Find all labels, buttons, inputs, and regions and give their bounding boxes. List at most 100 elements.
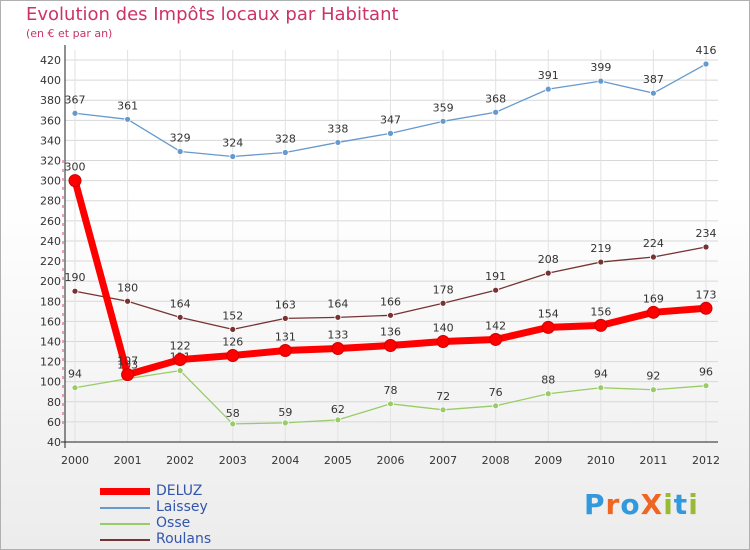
chart-subtitle: (en € et par an) (26, 27, 113, 40)
data-label-osse: 72 (436, 390, 450, 403)
data-label-deluz: 133 (327, 329, 348, 342)
data-label-osse: 92 (646, 370, 660, 383)
y-tick-label: 340 (40, 134, 61, 147)
data-point-roulans (597, 258, 605, 266)
x-tick-label: 2001 (114, 454, 142, 467)
data-point-osse (597, 384, 605, 392)
data-point-deluz (699, 301, 713, 315)
data-label-deluz: 136 (380, 325, 401, 338)
data-point-roulans (176, 313, 184, 321)
data-point-laissey (439, 117, 447, 125)
data-label-osse: 62 (331, 403, 345, 416)
x-tick-label: 2003 (219, 454, 247, 467)
data-label-laissey: 361 (117, 99, 138, 112)
data-point-laissey (229, 153, 237, 160)
data-label-deluz: 122 (170, 340, 191, 353)
legend-swatch (100, 488, 150, 495)
data-point-deluz (541, 320, 555, 334)
y-tick-label: 160 (40, 315, 61, 328)
legend-swatch (100, 539, 150, 541)
data-label-osse: 88 (541, 374, 555, 387)
data-point-laissey (544, 85, 552, 93)
data-label-laissey: 368 (485, 92, 506, 105)
x-tick-label: 2009 (534, 454, 562, 467)
data-point-deluz (436, 334, 450, 348)
data-label-laissey: 399 (590, 61, 611, 74)
data-point-deluz (594, 318, 608, 332)
data-label-deluz: 169 (643, 292, 664, 305)
data-point-deluz (173, 353, 187, 367)
data-label-osse: 59 (278, 406, 292, 419)
legend-item-laissey: Laissey (100, 499, 300, 517)
y-tick-label: 140 (40, 335, 61, 348)
data-label-osse: 96 (699, 366, 713, 379)
legend-label: Laissey (156, 499, 208, 515)
x-tick-label: 2010 (587, 454, 615, 467)
data-label-deluz: 142 (485, 319, 506, 332)
data-point-deluz (278, 344, 292, 358)
data-label-laissey: 338 (327, 122, 348, 135)
y-tick-label: 280 (40, 195, 61, 208)
data-label-roulans: 234 (696, 227, 717, 240)
legend-label: DELUZ (156, 483, 203, 499)
x-tick-label: 2008 (482, 454, 510, 467)
data-point-laissey (71, 109, 79, 117)
data-label-roulans: 219 (590, 242, 611, 255)
data-point-osse (229, 420, 237, 428)
x-tick-label: 2006 (377, 454, 405, 467)
data-label-laissey: 387 (643, 73, 664, 86)
data-point-roulans (492, 286, 500, 294)
data-point-osse (702, 382, 710, 390)
y-tick-label: 320 (40, 155, 61, 168)
data-label-deluz: 300 (65, 161, 86, 174)
y-tick-label: 40 (47, 436, 61, 449)
x-tick-label: 2007 (429, 454, 457, 467)
data-point-roulans (439, 299, 447, 307)
data-point-deluz (121, 368, 135, 382)
y-tick-label: 380 (40, 94, 61, 107)
data-label-deluz: 156 (590, 305, 611, 318)
y-tick-label: 80 (47, 396, 61, 409)
data-point-laissey (334, 139, 342, 146)
y-tick-label: 360 (40, 114, 61, 127)
data-label-roulans: 164 (327, 297, 348, 310)
chart-title: Evolution des Impôts locaux par Habitant (26, 4, 399, 25)
data-label-deluz: 140 (433, 321, 454, 334)
proxiti-logo: ProXiti (584, 488, 699, 521)
data-point-osse (387, 400, 394, 408)
data-point-laissey (702, 60, 710, 68)
data-point-roulans (387, 311, 394, 319)
y-tick-label: 120 (40, 356, 61, 369)
legend-item-deluz: DELUZ (100, 483, 300, 501)
data-point-laissey (281, 149, 289, 156)
data-label-osse: 58 (226, 407, 240, 420)
x-tick-label: 2004 (271, 454, 299, 467)
x-tick-label: 2012 (692, 454, 720, 467)
data-point-osse (71, 384, 79, 392)
data-point-roulans (124, 297, 131, 305)
data-point-roulans (71, 287, 79, 295)
data-label-laissey: 416 (696, 44, 717, 57)
data-label-roulans: 208 (538, 253, 559, 266)
data-label-laissey: 324 (222, 137, 243, 150)
data-point-deluz (646, 305, 660, 319)
data-point-laissey (650, 89, 657, 97)
data-label-deluz: 126 (222, 336, 243, 349)
data-point-osse (176, 367, 184, 375)
data-point-deluz (331, 342, 345, 356)
x-tick-label: 2000 (61, 454, 89, 467)
y-tick-label: 420 (40, 54, 61, 67)
logo-letter: X (640, 488, 664, 521)
data-point-roulans (650, 253, 657, 261)
data-label-laissey: 328 (275, 132, 296, 145)
data-point-laissey (176, 148, 184, 155)
data-point-laissey (597, 77, 605, 85)
data-point-osse (281, 419, 289, 427)
data-label-roulans: 224 (643, 237, 664, 250)
logo-letter: t (673, 488, 689, 521)
data-label-roulans: 164 (170, 297, 191, 310)
data-label-roulans: 163 (275, 298, 296, 311)
data-label-osse: 94 (68, 368, 82, 381)
y-tick-label: 60 (47, 416, 61, 429)
data-label-roulans: 166 (380, 295, 401, 308)
